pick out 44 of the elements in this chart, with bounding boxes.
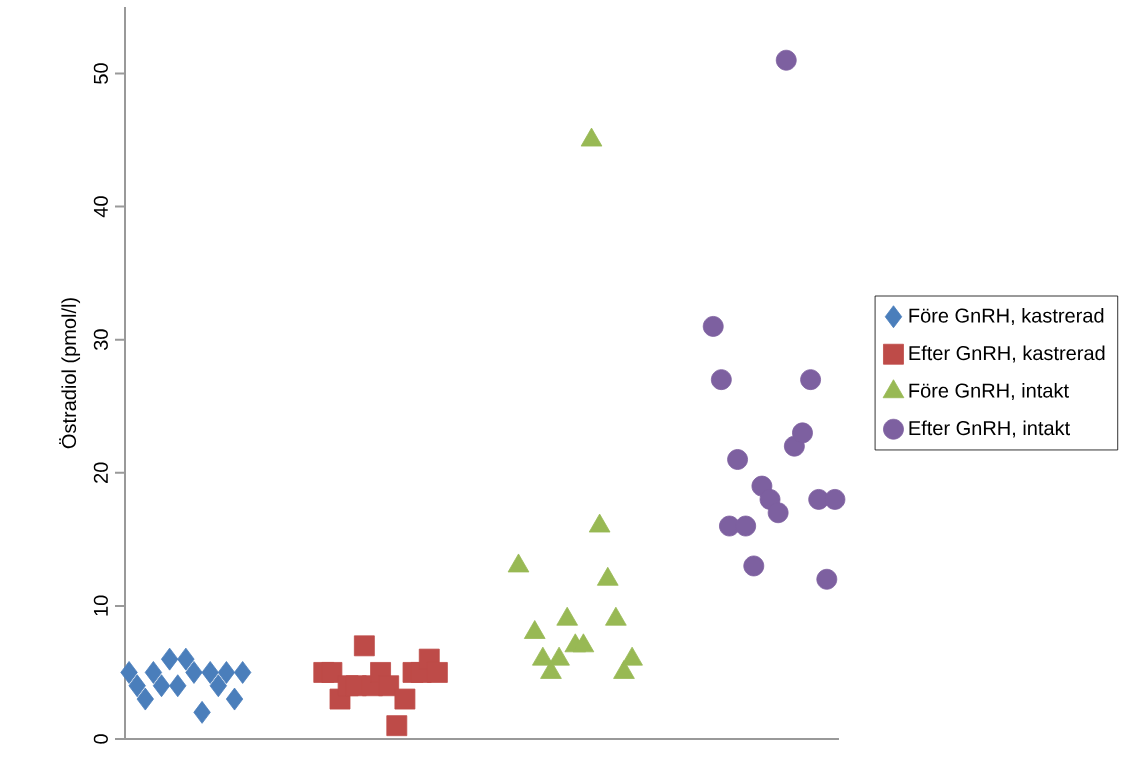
point [169, 674, 187, 698]
point [185, 661, 203, 684]
point [136, 687, 154, 711]
y-tick-label: 50 [93, 63, 108, 84]
point [816, 568, 838, 590]
point [800, 369, 821, 391]
y-tick-label: 10 [93, 595, 108, 616]
y-tick-label: 0 [93, 734, 108, 744]
point [193, 700, 211, 724]
point [160, 647, 179, 671]
legend-label: Efter GnRH, kastrerad [909, 345, 1105, 363]
point [177, 647, 195, 671]
y-tick-label: 20 [93, 462, 108, 483]
point [727, 449, 748, 470]
point [225, 687, 244, 711]
y-axis-title: Östradiol (pmol/l) [59, 298, 81, 449]
legend-label: Efter GnRH, intakt [909, 420, 1070, 438]
point [120, 661, 138, 684]
point [128, 674, 146, 698]
point [321, 662, 343, 683]
point [743, 555, 765, 577]
point [719, 515, 740, 537]
point [702, 316, 724, 337]
point [775, 49, 797, 71]
point [152, 674, 171, 698]
point [233, 661, 252, 684]
point [735, 515, 757, 537]
point [394, 688, 416, 710]
point [217, 661, 236, 684]
point [353, 635, 375, 657]
point [386, 715, 408, 737]
point [426, 662, 448, 683]
legend-label: Före GnRH, intakt [909, 382, 1069, 401]
y-tick-label: 40 [93, 196, 108, 218]
point [201, 661, 219, 684]
point [767, 502, 789, 524]
point [209, 674, 227, 698]
legend-label: Före GnRH, kastrerad [909, 308, 1104, 326]
point [144, 661, 163, 684]
point [792, 422, 813, 444]
point [710, 369, 732, 391]
y-tick-label: 30 [93, 329, 108, 351]
point [378, 675, 400, 697]
point [824, 489, 846, 510]
